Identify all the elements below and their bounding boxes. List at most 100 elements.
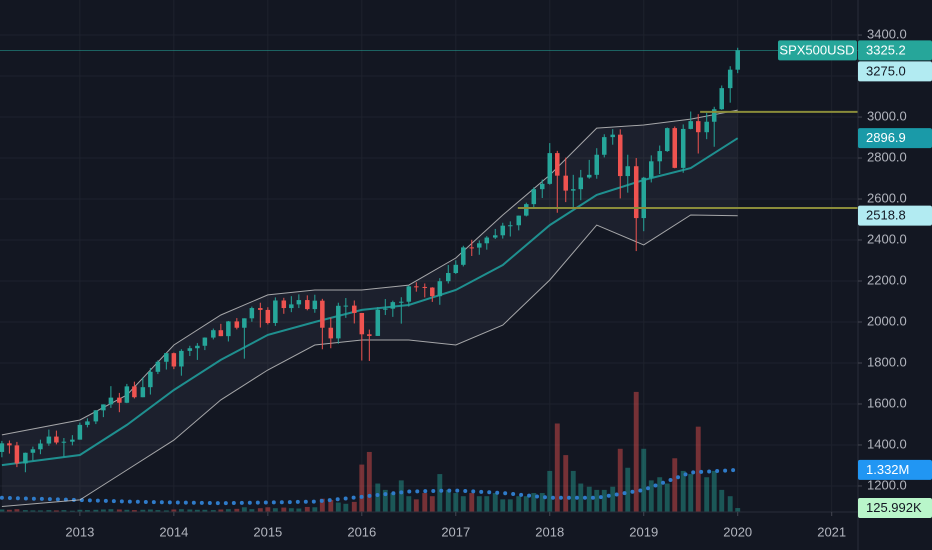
- volume-bar: [476, 496, 482, 512]
- price-tag-label: 2896.9: [866, 130, 906, 145]
- volume-bar: [382, 489, 388, 512]
- volume-bar: [469, 493, 475, 512]
- candle-body: [602, 137, 607, 155]
- y-tick-label: 3400.0: [867, 26, 907, 41]
- volume-bar: [422, 493, 428, 512]
- volume-bar: [241, 507, 247, 512]
- price-tag: [858, 128, 932, 149]
- candle-body: [226, 321, 231, 337]
- volume-bar: [563, 455, 569, 512]
- x-tick-label: 2020: [723, 524, 752, 539]
- x-tick-label: 2018: [535, 524, 564, 539]
- candle-body: [258, 308, 263, 310]
- volume-bar: [202, 509, 208, 512]
- candle-body: [570, 189, 576, 191]
- volume-bar: [610, 486, 616, 512]
- candle-body: [477, 243, 482, 248]
- volume-bar: [234, 508, 240, 512]
- candle-body: [85, 421, 90, 425]
- x-tick-label: 2019: [629, 524, 658, 539]
- volume-bar: [147, 509, 153, 512]
- volume-bar: [711, 470, 717, 512]
- volume-bar: [484, 496, 490, 512]
- candle-body: [539, 183, 545, 190]
- candle-body: [735, 50, 740, 70]
- candle-body: [383, 308, 388, 310]
- volume-bar: [288, 508, 294, 512]
- candle-body: [524, 204, 529, 216]
- volume-bar: [304, 506, 310, 512]
- candle-body: [164, 353, 169, 362]
- volume-bar: [0, 509, 5, 512]
- candle-body: [500, 225, 506, 236]
- candle-body: [688, 121, 693, 129]
- candle-body: [70, 439, 75, 442]
- volume-bar: [37, 510, 43, 512]
- volume-ma-line: [0, 467, 740, 506]
- candle-body: [563, 175, 568, 191]
- candle-body: [249, 308, 255, 319]
- candle-body: [77, 424, 83, 440]
- candle-body: [320, 300, 325, 328]
- volume-bar: [492, 493, 498, 512]
- volume-bar: [554, 423, 560, 512]
- volume-bar: [601, 489, 607, 512]
- candle-body: [296, 300, 302, 305]
- volume-bar: [77, 509, 83, 512]
- volume-bar: [664, 483, 670, 512]
- candle-body: [124, 386, 130, 403]
- symbol-tag: [778, 40, 857, 61]
- candle-body: [594, 154, 600, 175]
- candle-body: [399, 301, 404, 303]
- candle-body: [641, 177, 646, 219]
- volume-bar: [437, 474, 443, 512]
- candle-body: [648, 161, 654, 178]
- volume-bar: [641, 448, 647, 512]
- volume-bar: [53, 510, 59, 512]
- volume-bar: [719, 489, 725, 512]
- y-tick-label: 2600.0: [867, 190, 907, 205]
- volume-bar: [390, 493, 396, 512]
- candle-body: [484, 237, 490, 244]
- volume-bar: [657, 477, 663, 512]
- y-tick-label: 1600.0: [867, 395, 907, 410]
- candle-body: [14, 445, 20, 464]
- volume-bar: [570, 470, 576, 512]
- volume-bar: [319, 498, 325, 512]
- volume-bar: [257, 508, 263, 512]
- volume-bar: [586, 486, 592, 512]
- volume-bar: [398, 480, 404, 512]
- volume-bar: [704, 477, 710, 512]
- volume-bar: [359, 464, 365, 512]
- candle-body: [390, 302, 396, 309]
- x-tick-label: 2014: [159, 524, 188, 539]
- candle-body: [430, 287, 435, 297]
- volume-bar: [61, 510, 67, 512]
- volume-bar: [108, 509, 114, 512]
- candle-body: [727, 69, 733, 89]
- candle-body: [711, 109, 717, 122]
- y-tick-label: 1800.0: [867, 354, 907, 369]
- candle-body: [132, 386, 137, 398]
- volume-bar: [187, 509, 193, 512]
- candle-body: [117, 397, 122, 403]
- volume-bar: [249, 509, 255, 512]
- candle-body: [695, 121, 701, 133]
- y-tick-label: 1400.0: [867, 436, 907, 451]
- candle-body: [0, 443, 5, 452]
- volume-bar: [531, 493, 537, 512]
- volume-bar: [14, 509, 20, 512]
- candle-body: [289, 304, 294, 309]
- candle-body: [179, 350, 184, 367]
- candle-body: [23, 452, 28, 464]
- volume-bar: [688, 474, 694, 512]
- candle-body: [531, 189, 537, 205]
- volume-bar: [46, 510, 52, 512]
- band-lower: [1, 214, 738, 507]
- volume-bar: [30, 510, 36, 512]
- volume-bar: [445, 489, 451, 512]
- volume-bar: [93, 509, 99, 512]
- candle-body: [46, 436, 52, 444]
- plot-area: [0, 0, 858, 512]
